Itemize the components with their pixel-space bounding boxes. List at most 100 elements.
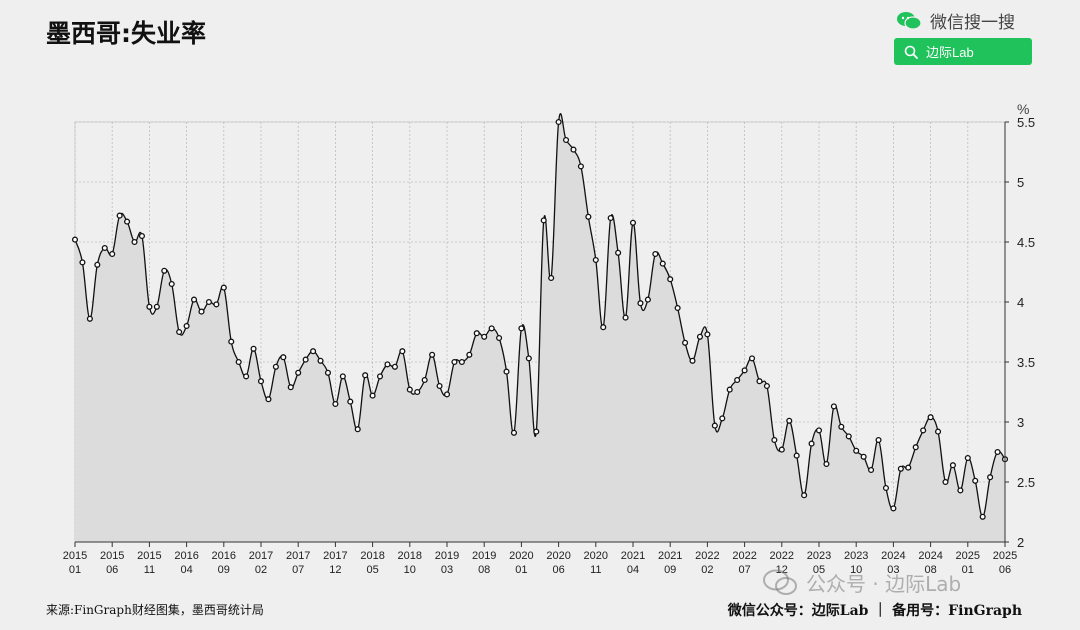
data-point <box>533 428 540 435</box>
x-tick-label-month: 01 <box>515 564 527 576</box>
data-point <box>741 367 748 374</box>
data-point <box>972 477 979 484</box>
data-point <box>659 260 666 267</box>
data-point <box>347 398 354 405</box>
x-tick-label-year: 2018 <box>360 550 384 562</box>
data-point <box>198 308 205 315</box>
x-tick-label-year: 2023 <box>844 550 868 562</box>
data-point <box>979 513 986 520</box>
x-tick-label-year: 2015 <box>63 550 87 562</box>
data-point <box>629 219 637 226</box>
watermark: 公众号 · 边际Lab <box>762 568 961 597</box>
data-point <box>414 388 421 396</box>
data-point <box>488 325 495 332</box>
data-point <box>942 478 949 486</box>
data-point <box>86 315 93 322</box>
data-point <box>890 505 897 512</box>
data-point <box>458 358 465 366</box>
wechat-logo-icon <box>897 11 922 30</box>
data-point <box>436 382 443 390</box>
data-point <box>391 363 398 370</box>
data-point <box>912 444 919 451</box>
data-point <box>570 146 577 153</box>
data-point <box>607 214 614 222</box>
x-tick-label-year: 2019 <box>472 550 496 562</box>
x-tick-label-month: 05 <box>813 564 825 576</box>
data-point <box>71 236 79 243</box>
search-icon <box>904 45 918 59</box>
data-point <box>964 454 971 462</box>
data-point <box>168 280 175 288</box>
data-point <box>101 244 108 252</box>
data-point <box>927 414 934 421</box>
x-tick-label-year: 2024 <box>881 550 905 562</box>
data-point <box>399 348 406 355</box>
data-point <box>295 369 302 376</box>
data-point <box>243 373 250 380</box>
x-tick-label-year: 2020 <box>584 550 608 562</box>
x-tick-label-month: 09 <box>218 564 230 576</box>
data-point <box>897 465 904 472</box>
data-point <box>518 325 525 332</box>
data-point <box>704 331 711 338</box>
data-point <box>592 256 599 264</box>
data-point <box>176 328 183 336</box>
data-point <box>272 363 279 370</box>
x-tick-label-month: 11 <box>144 564 155 576</box>
data-point <box>748 355 756 362</box>
x-tick-label-year: 2017 <box>323 550 347 562</box>
x-tick-label-year: 2025 <box>993 550 1017 562</box>
series-line <box>74 113 1006 518</box>
x-tick-label-year: 2018 <box>398 550 422 562</box>
data-point <box>525 355 532 362</box>
data-point <box>771 436 778 444</box>
y-tick-label: 5 <box>1017 175 1024 190</box>
y-tick-label: 2 <box>1017 535 1024 550</box>
data-point <box>585 213 592 220</box>
data-point <box>793 452 800 459</box>
search-button[interactable]: 边际Lab <box>894 38 1032 65</box>
data-point <box>384 361 391 368</box>
data-point <box>79 259 86 266</box>
data-point <box>131 238 138 246</box>
data-point <box>280 354 287 361</box>
data-point <box>696 333 704 340</box>
data-point <box>994 448 1001 456</box>
data-point <box>510 429 518 436</box>
data-point <box>362 372 369 379</box>
x-tick-label-year: 2024 <box>918 550 942 562</box>
y-tick-label: 4.5 <box>1017 235 1035 250</box>
x-tick-label-month: 06 <box>999 564 1011 576</box>
x-tick-label-year: 2017 <box>286 550 310 562</box>
data-point <box>920 427 927 434</box>
data-point <box>94 261 101 268</box>
data-point <box>853 447 860 454</box>
data-point <box>265 396 272 403</box>
x-tick-label-month: 10 <box>850 564 862 576</box>
data-point <box>324 369 332 376</box>
y-tick-label: 3.5 <box>1017 355 1035 370</box>
data-point <box>257 378 265 385</box>
data-point <box>845 433 852 440</box>
watermark-label: 公众号 · 边际Lab <box>806 572 962 596</box>
data-point <box>868 466 875 474</box>
x-tick-label-year: 2017 <box>249 550 273 562</box>
x-tick-label-year: 2016 <box>174 550 198 562</box>
data-point <box>503 368 510 375</box>
data-point <box>786 417 793 424</box>
x-tick-label-year: 2015 <box>100 550 124 562</box>
data-point <box>317 357 324 364</box>
data-point <box>756 378 763 385</box>
data-point <box>987 474 994 481</box>
data-point <box>109 250 116 258</box>
data-point <box>577 163 584 170</box>
data-point <box>719 415 726 422</box>
data-point <box>153 303 160 310</box>
y-tick-label: 4 <box>1017 295 1024 310</box>
data-point <box>250 345 257 352</box>
data-point <box>763 382 770 390</box>
x-tick-label-month: 10 <box>404 564 416 576</box>
data-point <box>406 386 413 393</box>
data-point <box>339 373 346 380</box>
x-tick-label-month: 07 <box>292 564 304 576</box>
